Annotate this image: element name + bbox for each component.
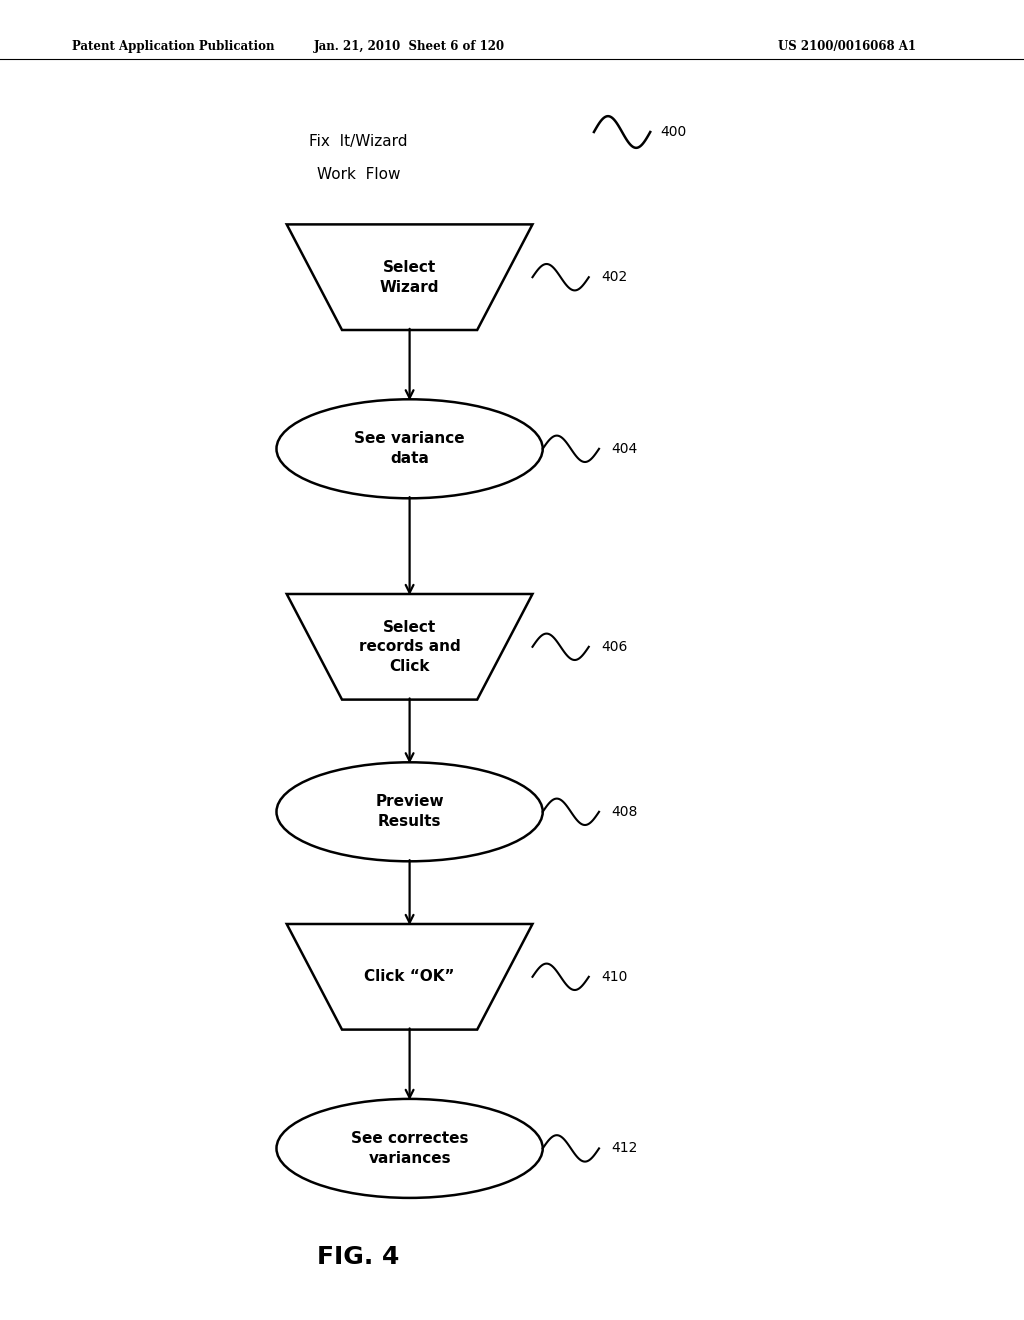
- Text: 400: 400: [660, 125, 687, 139]
- Text: US 2100/0016068 A1: US 2100/0016068 A1: [778, 40, 916, 53]
- Text: 412: 412: [611, 1142, 638, 1155]
- Text: 410: 410: [601, 970, 628, 983]
- Text: Select
Wizard: Select Wizard: [380, 260, 439, 294]
- Text: Click “OK”: Click “OK”: [365, 969, 455, 985]
- Text: Work  Flow: Work Flow: [316, 166, 400, 182]
- Text: Preview
Results: Preview Results: [375, 795, 444, 829]
- Text: See variance
data: See variance data: [354, 432, 465, 466]
- Text: Patent Application Publication: Patent Application Publication: [72, 40, 274, 53]
- Text: 408: 408: [611, 805, 638, 818]
- Text: 402: 402: [601, 271, 628, 284]
- Text: 404: 404: [611, 442, 638, 455]
- Text: FIG. 4: FIG. 4: [317, 1245, 399, 1269]
- Text: Jan. 21, 2010  Sheet 6 of 120: Jan. 21, 2010 Sheet 6 of 120: [314, 40, 505, 53]
- Text: Select
records and
Click: Select records and Click: [358, 619, 461, 675]
- Text: Fix  It/Wizard: Fix It/Wizard: [309, 133, 408, 149]
- Text: 406: 406: [601, 640, 628, 653]
- Text: See correctes
variances: See correctes variances: [351, 1131, 468, 1166]
